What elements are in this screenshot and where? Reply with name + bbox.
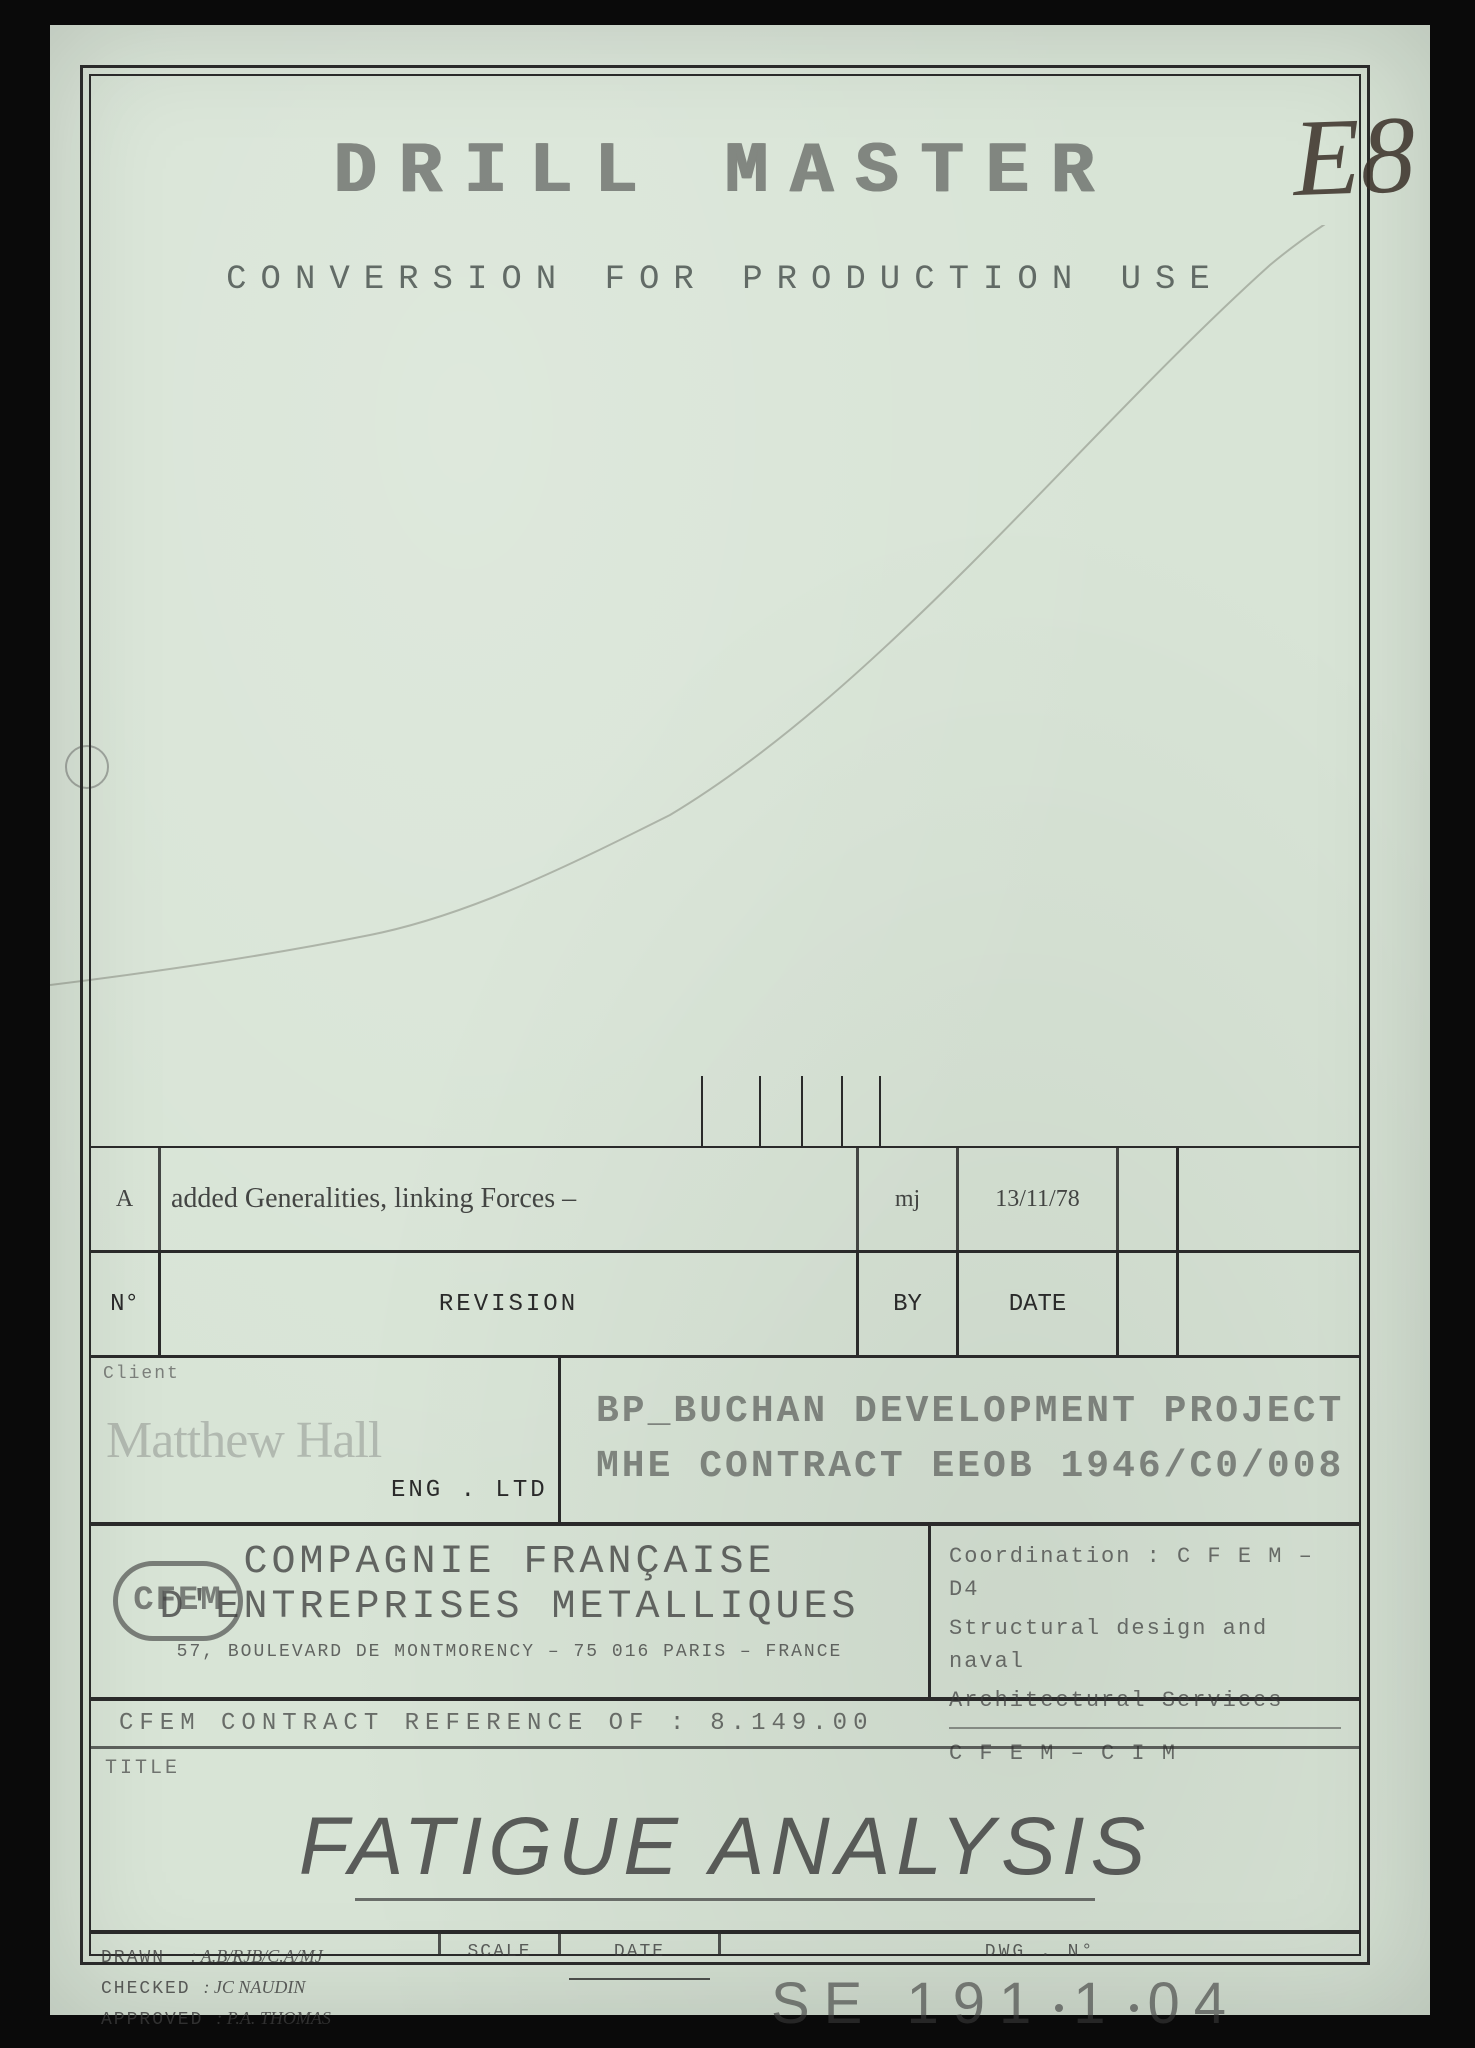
rev-hspacer-1: [1119, 1253, 1179, 1355]
rev-no-header: N°: [91, 1253, 161, 1355]
dot-icon: [1055, 2004, 1063, 2012]
signoff-cell: DRAWN : A.B/RJB/C.A/MJ CHECKED : JC NAUD…: [91, 1934, 441, 1954]
cfem-name-1: COMPAGNIE FRANÇAISE: [91, 1540, 928, 1585]
rev-spacer-2: [1179, 1148, 1359, 1250]
project-line-1: BP_BUCHAN DEVELOPMENT PROJECT: [596, 1390, 1359, 1433]
client-left: Client Matthew Hall ENG . LTD: [91, 1356, 561, 1522]
scale-label: SCALE: [451, 1942, 548, 1962]
revision-tick-marks: [161, 1076, 959, 1146]
dwg-label: DWG . N°: [731, 1942, 1349, 1962]
cfem-right: Coordination : C F E M – D4 Structural d…: [931, 1526, 1359, 1697]
drawing-title: FATIGUE ANALYSIS: [105, 1800, 1345, 1894]
cfem-address: 57, BOULEVARD DE MONTMORENCY – 75 016 PA…: [91, 1642, 928, 1662]
drawing-frame-outer: DRILL MASTER CONVERSION FOR PRODUCTION U…: [80, 65, 1370, 1965]
dwg-number: SE 191 1 04: [731, 1970, 1349, 2037]
drawing-frame-inner: DRILL MASTER CONVERSION FOR PRODUCTION U…: [89, 74, 1361, 1956]
footer-row: DRAWN : A.B/RJB/C.A/MJ CHECKED : JC NAUD…: [91, 1934, 1359, 1954]
dwg-b: 04: [1148, 1971, 1241, 2036]
rev-spacer-1: [1119, 1148, 1179, 1250]
rev-no-value: A: [91, 1148, 161, 1250]
revision-table: A added Generalities, linking Forces – m…: [91, 1146, 1359, 1356]
date-label: DATE: [571, 1942, 708, 1962]
dwg-mid: 191: [907, 1971, 1046, 2036]
client-suffix: ENG . LTD: [391, 1477, 548, 1504]
rev-desc-header: REVISION: [161, 1253, 859, 1355]
contract-row: CFEM CONTRACT REFERENCE OF : 8.149.00: [91, 1701, 1359, 1749]
checked-label: CHECKED: [101, 1979, 191, 1999]
title-label: TITLE: [105, 1757, 1345, 1780]
rev-date-header: DATE: [959, 1253, 1119, 1355]
drawn-label: DRAWN: [101, 1948, 165, 1968]
rev-date-value: 13/11/78: [959, 1148, 1119, 1250]
approved-value: : P.A. THOMAS: [216, 2008, 331, 2028]
project-line-2: MHE CONTRACT EEOB 1946/C0/008: [596, 1445, 1359, 1488]
cfem-coord: Coordination : C F E M – D4: [949, 1540, 1341, 1606]
scanned-page: DRILL MASTER CONVERSION FOR PRODUCTION U…: [50, 25, 1430, 2015]
dwg-prefix: SE: [771, 1971, 876, 2036]
scale-cell: SCALE: [441, 1934, 561, 1954]
contract-label: CFEM CONTRACT REFERENCE OF :: [119, 1710, 690, 1737]
rev-by-header: BY: [859, 1253, 959, 1355]
checked-value: : JC NAUDIN: [203, 1977, 305, 1997]
header-subtitle: CONVERSION FOR PRODUCTION USE: [91, 261, 1359, 299]
dwg-cell: DWG . N° SE 191104: [721, 1934, 1359, 1954]
client-label: Client: [103, 1364, 546, 1384]
rev-desc-value: added Generalities, linking Forces –: [161, 1148, 859, 1250]
title-underline: [355, 1898, 1095, 1901]
cfem-left: CFEM COMPAGNIE FRANÇAISE D'ENTREPRISES M…: [91, 1526, 931, 1697]
rev-hspacer-2: [1179, 1253, 1359, 1355]
date-cell: DATE: [561, 1934, 721, 1954]
drawn-value: : A.B/RJB/C.A/MJ: [191, 1946, 323, 1966]
dot-icon: [1130, 2004, 1138, 2012]
contract-value: 8.149.00: [710, 1710, 873, 1737]
title-block: TITLE FATIGUE ANALYSIS: [91, 1749, 1359, 1934]
client-logo-text: Matthew Hall: [106, 1411, 381, 1470]
dwg-a: 1: [1073, 1971, 1119, 2036]
rev-by-value: mj: [859, 1148, 959, 1250]
cfem-service-1: Structural design and naval: [949, 1612, 1341, 1678]
cfem-block: CFEM COMPAGNIE FRANÇAISE D'ENTREPRISES M…: [91, 1526, 1359, 1701]
revision-header-row: N° REVISION BY DATE: [91, 1253, 1359, 1358]
handwritten-annotation: E8: [1291, 91, 1418, 222]
cfem-name-2: D'ENTREPRISES METALLIQUES: [91, 1585, 928, 1630]
client-block: Client Matthew Hall ENG . LTD BP_BUCHAN …: [91, 1356, 1359, 1526]
approved-label: APPROVED: [101, 2010, 203, 2030]
client-right: BP_BUCHAN DEVELOPMENT PROJECT MHE CONTRA…: [561, 1356, 1359, 1522]
header-title: DRILL MASTER: [91, 131, 1359, 213]
revision-row: A added Generalities, linking Forces – m…: [91, 1148, 1359, 1253]
